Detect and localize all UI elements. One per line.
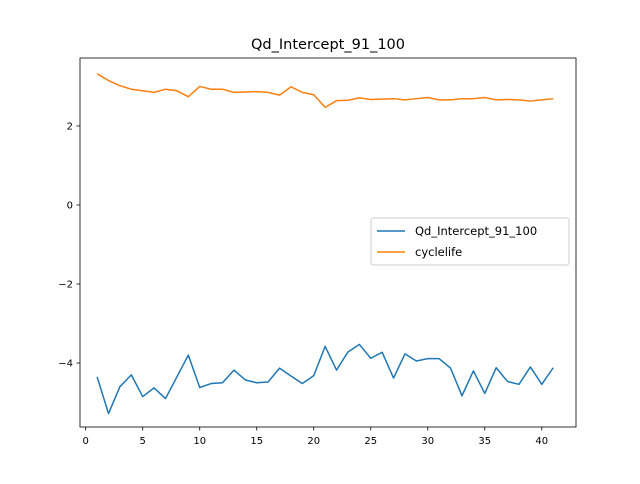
x-tick-label: 5 <box>140 436 146 447</box>
y-tick-label: −4 <box>58 359 73 370</box>
plot-area <box>96 73 554 415</box>
axes: 0 5 10 15 20 25 30 35 40 −4 −2 0 2 <box>58 57 577 447</box>
legend-label: cyclelife <box>415 245 462 259</box>
y-tick-label: 0 <box>67 201 73 212</box>
chart-title: Qd_Intercept_91_100 <box>251 37 405 53</box>
x-tick-label: 10 <box>193 436 206 447</box>
legend-label: Qd_Intercept_91_100 <box>415 224 537 238</box>
series-line-2 <box>96 73 554 109</box>
x-tick-label: 40 <box>535 436 548 447</box>
x-tick-label: 25 <box>364 436 377 447</box>
x-tick-label: 35 <box>478 436 491 447</box>
y-tick-label: 2 <box>67 122 73 133</box>
y-tick-label: −2 <box>58 280 73 291</box>
legend-box <box>370 217 570 266</box>
x-tick-label: 30 <box>421 436 434 447</box>
x-tick-label: 20 <box>307 436 320 447</box>
axes-frame <box>79 57 577 428</box>
x-tick-label: 0 <box>83 436 89 447</box>
legend: Qd_Intercept_91_100 cyclelife <box>370 217 570 266</box>
series-line-1 <box>96 343 554 415</box>
x-tick-label: 15 <box>250 436 263 447</box>
